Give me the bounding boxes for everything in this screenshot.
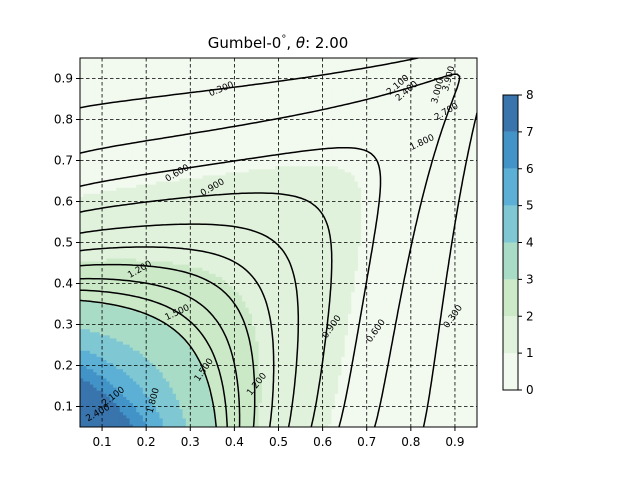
title-value: : 2.00 (305, 34, 348, 52)
contour-line (80, 146, 382, 427)
x-tick-label: 0.2 (137, 435, 156, 449)
x-tick-label: 0.4 (225, 435, 244, 449)
colorbar-tick-label: 6 (526, 162, 534, 176)
contour-lines (80, 58, 477, 427)
y-tick-label: 0.1 (54, 400, 73, 414)
contour-line (80, 299, 217, 427)
grid (80, 58, 477, 427)
y-tick-label: 0.3 (54, 318, 73, 332)
colorbar-tick-label: 8 (526, 88, 534, 102)
colorbar-band (503, 95, 518, 132)
contour-line (80, 58, 477, 427)
chart-title: Gumbel-0°, θ: 2.00 (208, 34, 349, 52)
y-tick-label: 0.7 (54, 154, 73, 168)
y-tick-label: 0.6 (54, 195, 73, 209)
colorbar-band (503, 205, 518, 243)
colorbar-band (503, 131, 518, 169)
x-tick-label: 0.6 (313, 435, 332, 449)
y-tick-label: 0.9 (54, 72, 73, 86)
colorbar-band (503, 279, 518, 317)
colorbar-band (503, 242, 518, 280)
contour-line (80, 289, 228, 427)
title-sep: , (286, 34, 296, 52)
contour-line (80, 277, 241, 427)
colorbar-tick-label: 5 (526, 199, 534, 213)
plot-area: 0.3000.6000.9001.2001.5001.5001.2000.900… (79, 57, 478, 428)
x-tick-label: 0.8 (401, 435, 420, 449)
colorbar-tick-label: 7 (526, 125, 534, 139)
x-tick-label: 0.7 (357, 435, 376, 449)
contour-line (80, 73, 461, 427)
contour-line (80, 246, 275, 427)
title-theta: θ (296, 34, 305, 52)
colorbar: 0 1 2 3 4 5 6 7 8 (502, 88, 534, 397)
colorbar-band (503, 168, 518, 206)
x-axis: 0.1 0.2 0.3 0.4 0.5 0.6 0.7 0.8 0.9 (93, 427, 464, 449)
contour-line (80, 223, 300, 427)
colorbar-tick-label: 0 (526, 383, 534, 397)
contour-line (80, 263, 256, 427)
x-tick-label: 0.1 (93, 435, 112, 449)
colorbar-tick-label: 4 (526, 236, 534, 250)
colorbar-tick-label: 1 (526, 346, 534, 360)
colorbar-band (503, 353, 518, 390)
x-tick-label: 0.9 (445, 435, 464, 449)
x-tick-label: 0.5 (269, 435, 288, 449)
x-tick-label: 0.3 (181, 435, 200, 449)
title-degree: ° (281, 34, 286, 45)
title-text: Gumbel-0 (208, 34, 282, 52)
colorbar-band (503, 316, 518, 354)
colorbar-tick-label: 3 (526, 272, 534, 286)
y-tick-label: 0.8 (54, 113, 73, 127)
y-axis: 0.1 0.2 0.3 0.4 0.5 0.6 0.7 0.8 0.9 (54, 72, 80, 414)
y-tick-label: 0.5 (54, 236, 73, 250)
colorbar-tick-label: 2 (526, 309, 534, 323)
contour-line (80, 192, 333, 427)
y-tick-label: 0.4 (54, 277, 73, 291)
y-tick-label: 0.2 (54, 359, 73, 373)
